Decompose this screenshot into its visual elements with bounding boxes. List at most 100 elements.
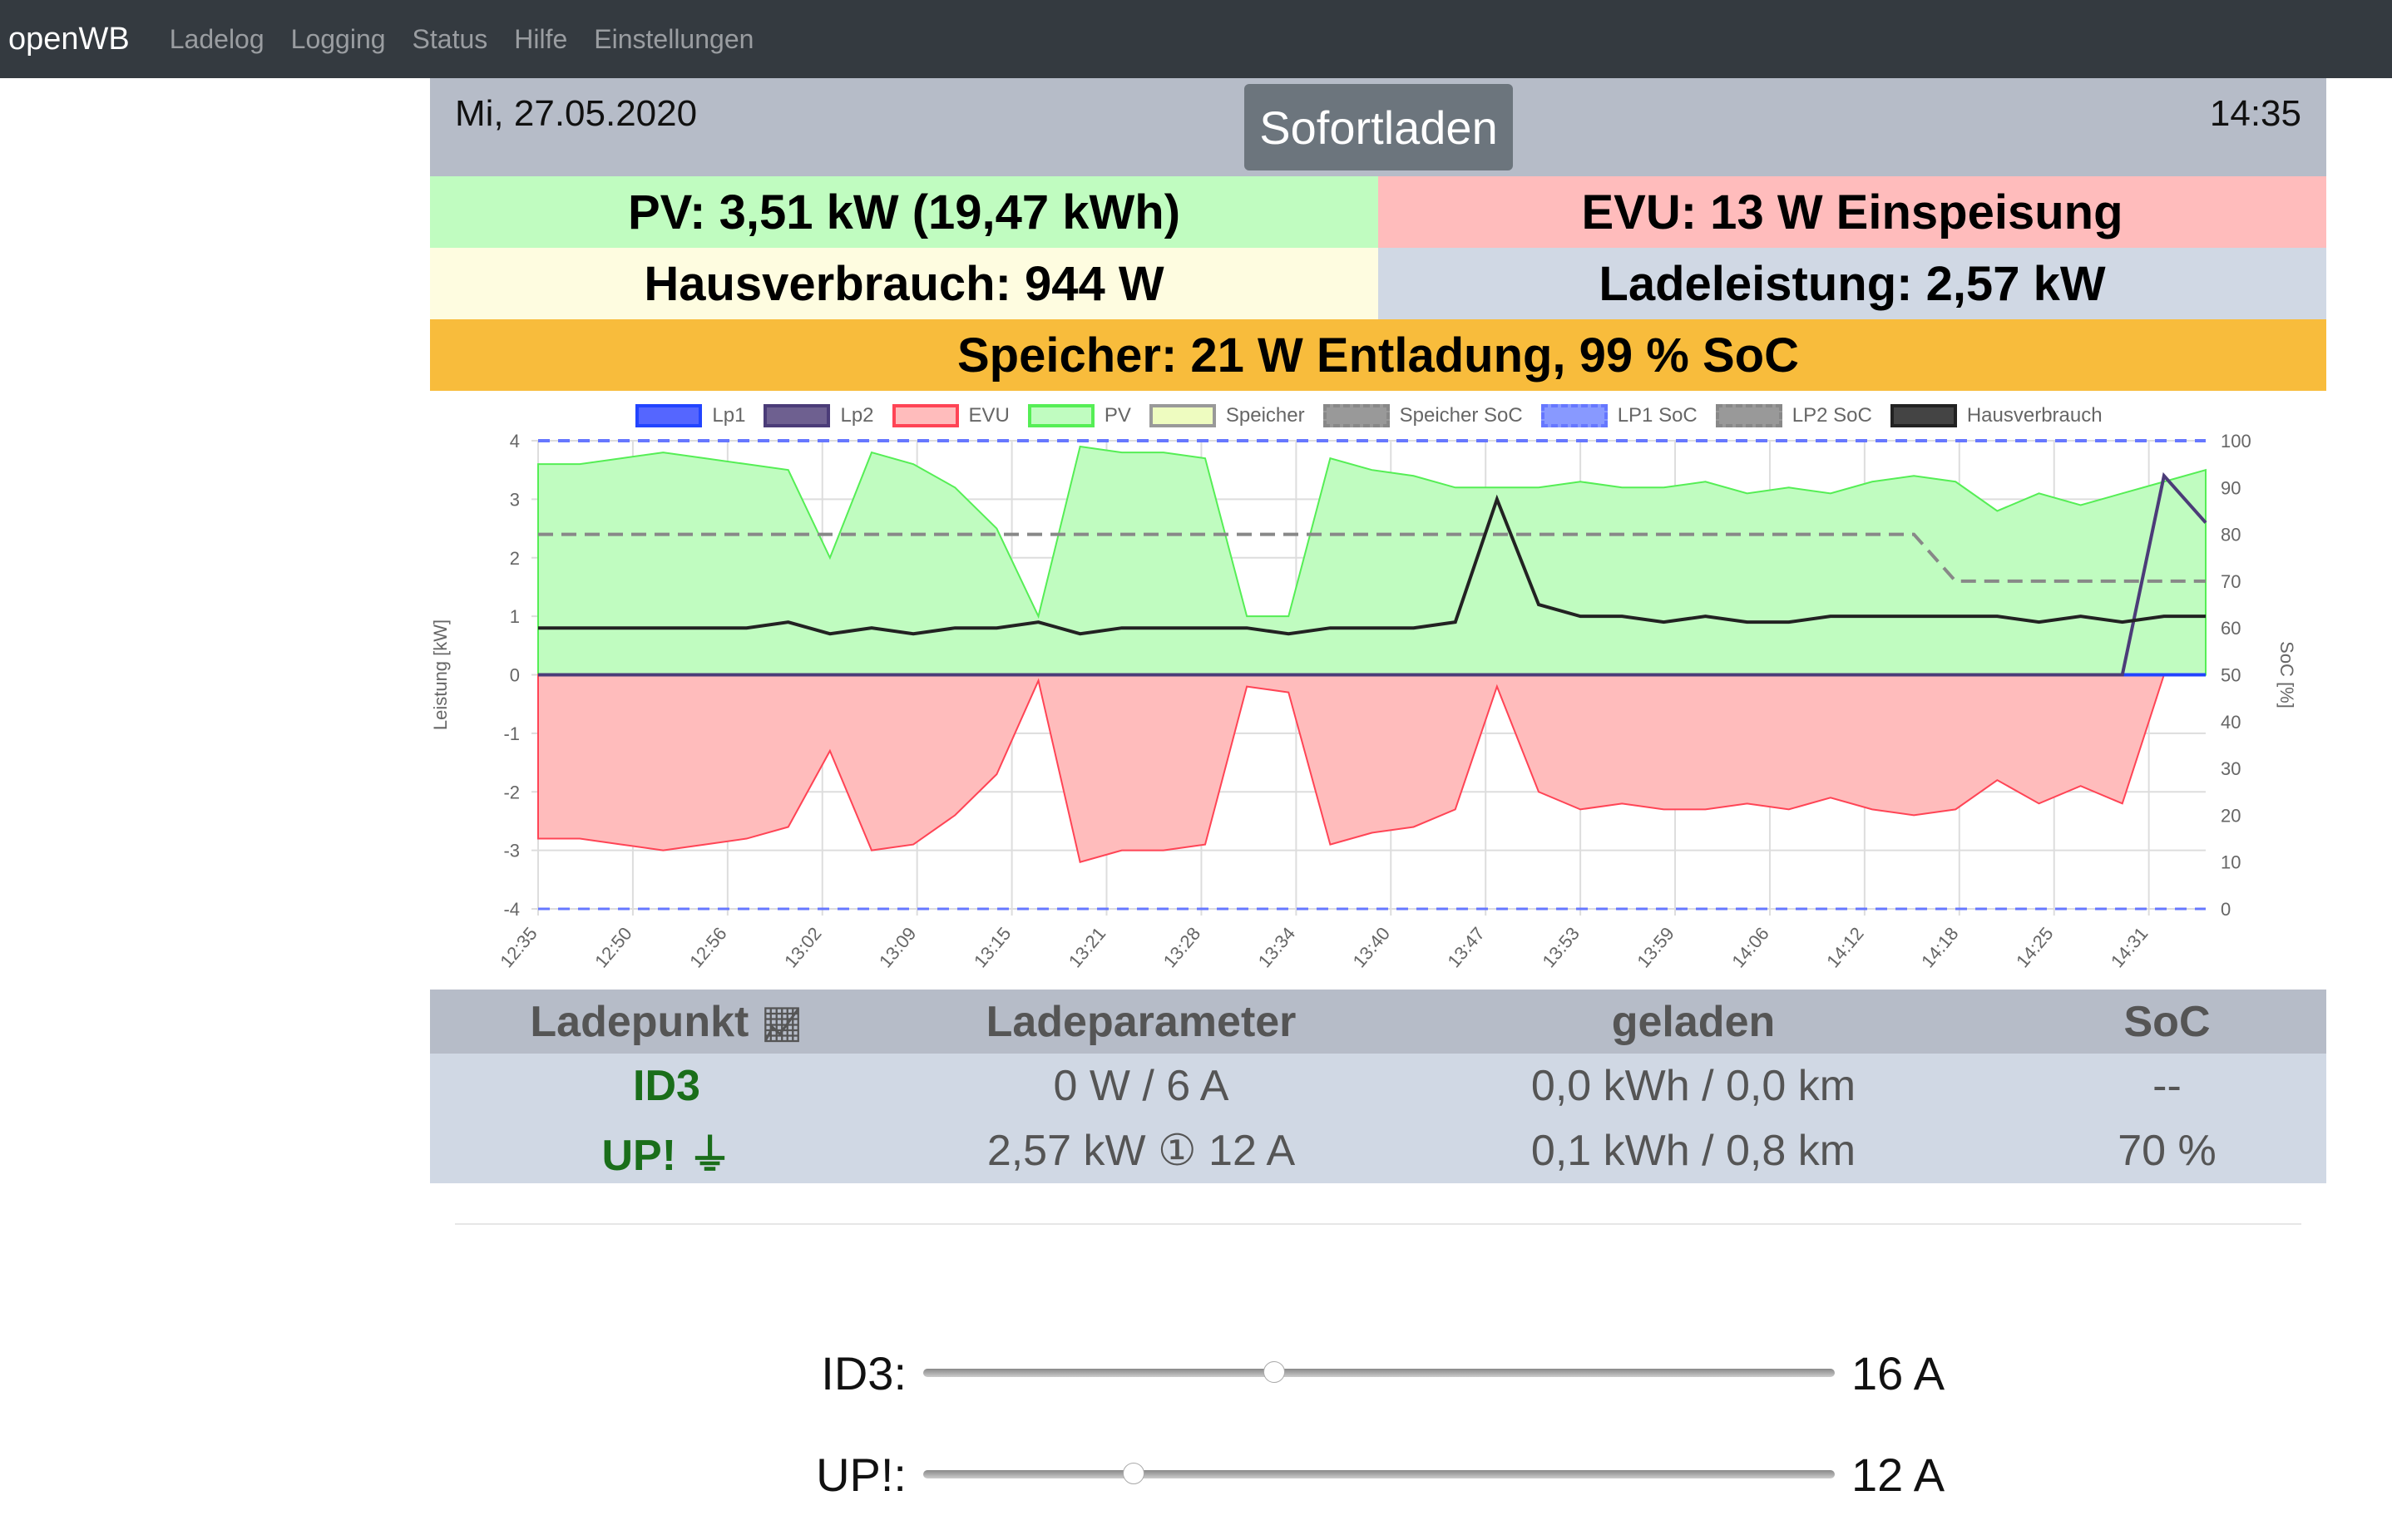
legend-swatch [1540, 404, 1608, 427]
y-tick-label: -2 [503, 782, 520, 802]
y-tick-label: 2 [510, 548, 520, 569]
legend-item[interactable]: Lp1 [635, 404, 745, 427]
x-tick-label: 14:06 [1727, 923, 1773, 971]
legend-swatch [1149, 404, 1216, 427]
x-tick-label: 13:21 [1065, 923, 1110, 971]
hausverbrauch-line [538, 494, 2206, 636]
plug-icon: ⏚ [688, 1131, 732, 1180]
header-soc: SoC [2123, 997, 2211, 1046]
header-ladeparameter: Ladeparameter [986, 997, 1297, 1046]
charge-params: 0 W / 6 A [1053, 1062, 1229, 1110]
soc-value: 70 % [2118, 1127, 2217, 1175]
evu-area [537, 674, 2206, 863]
legend-label: LP2 SoC [1792, 404, 1872, 427]
pv-status: PV: 3,51 kW (19,47 kWh) [430, 176, 1378, 248]
legend-label: LP1 SoC [1617, 404, 1698, 427]
x-tick-label: 13:02 [780, 923, 826, 971]
x-tick-label: 14:12 [1822, 923, 1868, 971]
evu-status: EVU: 13 W Einspeisung [1378, 176, 2326, 248]
y2-tick-label: 90 [2221, 477, 2241, 498]
speicher-status: Speicher: 21 W Entladung, 99 % SoC [430, 319, 2326, 391]
legend-swatch [1322, 404, 1390, 427]
x-tick-label: 12:35 [496, 923, 541, 971]
nav-einstellungen[interactable]: Einstellungen [594, 23, 754, 54]
chargepoint-name[interactable]: ID3 [633, 1062, 700, 1110]
legend-item[interactable]: PV [1027, 404, 1131, 427]
chart-legend: Lp1 Lp2 EVU PV Speicher Speicher SoC LP1 SoC LP… [430, 404, 2326, 427]
y-tick-label: 1 [510, 606, 520, 627]
hausverbrauch-status: Hausverbrauch: 944 W [430, 248, 1378, 319]
power-chart: Lp1 Lp2 EVU PV Speicher Speicher SoC LP1 SoC LP… [430, 391, 2326, 990]
current-slider-up[interactable] [923, 1463, 1835, 1484]
header-ladepunkt: Ladepunkt 📈︎ [430, 997, 903, 1047]
legend-item[interactable]: LP2 SoC [1715, 404, 1872, 427]
legend-label: PV [1104, 404, 1131, 427]
legend-label: Speicher SoC [1399, 404, 1523, 427]
y-tick-label: -4 [503, 899, 520, 920]
chart-svg: 43210-1-2-3-4100908070605040302010012:35… [430, 431, 2297, 971]
x-tick-label: 13:09 [875, 923, 921, 971]
x-tick-label: 14:31 [2107, 923, 2152, 971]
legend-item[interactable]: Speicher SoC [1322, 404, 1523, 427]
slider-label: UP!: [816, 1448, 907, 1501]
x-tick-label: 13:34 [1254, 923, 1300, 971]
x-tick-label: 13:15 [970, 923, 1016, 971]
y-axis-title: Leistung [kW] [430, 619, 451, 730]
y2-tick-label: 20 [2221, 805, 2241, 826]
soc-value: -- [2152, 1062, 2182, 1110]
header-bar: Mi, 27.05.2020 Sofortladen 14:35 [430, 78, 2326, 176]
nav-status[interactable]: Status [412, 23, 488, 54]
main-container: Mi, 27.05.2020 Sofortladen 14:35 PV: 3,5… [430, 78, 2326, 1183]
table-row: UP! ⏚ 2,57 kW ① 12 A 0,1 kWh / 0,8 km 70… [430, 1118, 2326, 1183]
y-tick-label: -3 [503, 841, 520, 861]
x-tick-label: 14:25 [2012, 923, 2058, 971]
nav-ladelog[interactable]: Ladelog [169, 23, 264, 54]
slider-value: 16 A [1851, 1346, 1945, 1399]
divider [455, 1223, 2301, 1225]
y2-tick-label: 50 [2221, 665, 2241, 686]
slider-thumb[interactable] [1263, 1361, 1285, 1383]
y2-tick-label: 100 [2221, 431, 2251, 452]
chart-line-icon[interactable]: 📈︎ [760, 1006, 803, 1044]
y-tick-label: 0 [510, 665, 520, 686]
brand-logo[interactable]: openWB [8, 21, 130, 57]
y2-tick-label: 30 [2221, 758, 2241, 779]
legend-label: Lp1 [712, 404, 746, 427]
x-tick-label: 12:56 [685, 923, 731, 971]
pv-area [537, 445, 2207, 676]
legend-label: Lp2 [840, 404, 874, 427]
legend-item[interactable]: Hausverbrauch [1890, 404, 2103, 427]
charge-points-table: Ladepunkt 📈︎ Ladeparameter geladen SoC I… [430, 990, 2326, 1183]
x-tick-label: 12:50 [591, 923, 636, 971]
legend-item[interactable]: LP1 SoC [1540, 404, 1698, 427]
y2-axis-title: SoC [%] [2276, 641, 2297, 708]
legend-swatch [892, 404, 959, 427]
legend-swatch [1890, 404, 1957, 427]
legend-item[interactable]: Speicher [1149, 404, 1305, 427]
navbar: openWB Ladelog Logging Status Hilfe Eins… [0, 0, 2392, 78]
slider-thumb[interactable] [1122, 1463, 1144, 1484]
chargepoint-name[interactable]: UP! ⏚ [430, 1120, 903, 1182]
legend-swatch [1027, 404, 1095, 427]
legend-item[interactable]: Lp2 [764, 404, 874, 427]
date: Mi, 27.05.2020 [455, 93, 698, 134]
x-tick-label: 13:40 [1349, 923, 1395, 971]
slider-value: 12 A [1851, 1448, 1945, 1501]
ladeleistung-status: Ladeleistung: 2,57 kW [1378, 248, 2326, 319]
nav-hilfe[interactable]: Hilfe [514, 23, 568, 54]
current-slider-id3[interactable] [923, 1361, 1835, 1383]
x-tick-label: 13:53 [1538, 923, 1584, 971]
nav-logging[interactable]: Logging [290, 23, 386, 54]
legend-item[interactable]: EVU [892, 404, 1010, 427]
y-tick-label: 4 [510, 431, 520, 452]
slider-up: UP!: 12 A [798, 1441, 1963, 1508]
legend-swatch [635, 404, 703, 427]
y-tick-label: -1 [503, 723, 520, 744]
y2-tick-label: 80 [2221, 525, 2241, 545]
lp2-line [538, 471, 2207, 677]
y-tick-label: 3 [510, 489, 520, 510]
charged-energy: 0,0 kWh / 0,0 km [1530, 1062, 1856, 1110]
legend-label: Hausverbrauch [1966, 404, 2103, 427]
x-tick-label: 14:18 [1917, 923, 1963, 971]
charge-mode-button[interactable]: Sofortladen [1244, 84, 1513, 170]
